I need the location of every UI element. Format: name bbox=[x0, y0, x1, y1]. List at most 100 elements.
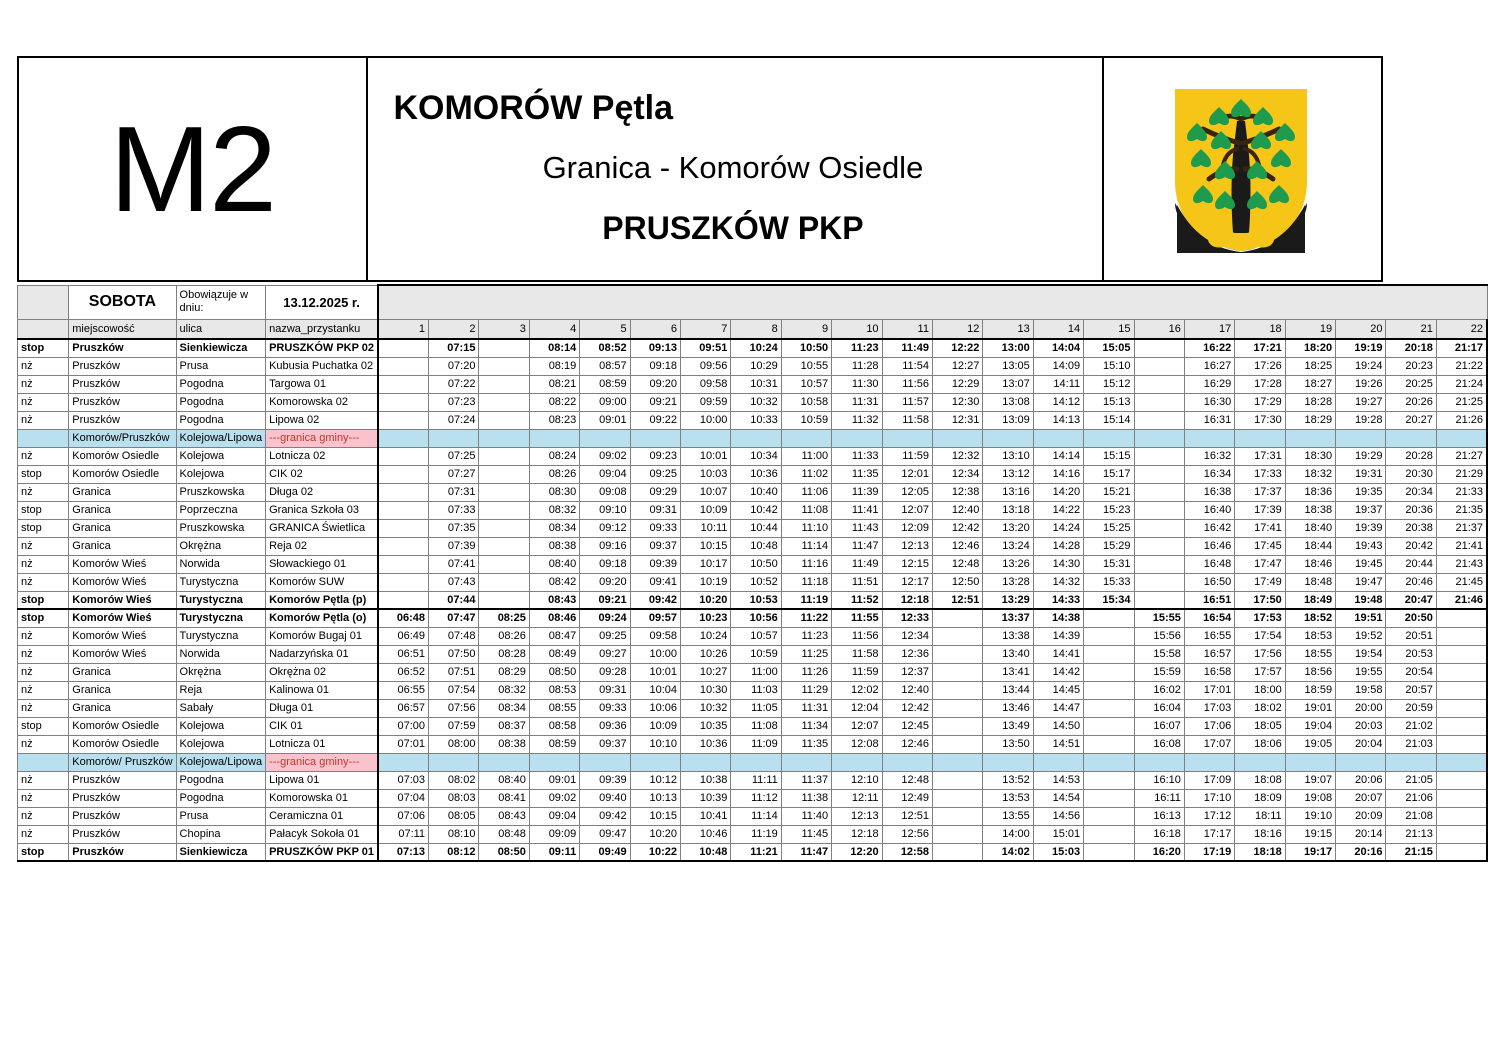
cell-departure-time: 21:15 bbox=[1385, 842, 1437, 862]
cell-departure-time: 18:53 bbox=[1284, 626, 1337, 646]
cell-departure-time bbox=[377, 446, 430, 466]
cell-departure-time: 09:33 bbox=[579, 698, 631, 718]
cell-departure-time: 16:02 bbox=[1133, 680, 1185, 700]
cell-departure-time: 07:23 bbox=[428, 392, 480, 412]
cell-departure-time: 19:10 bbox=[1284, 806, 1337, 826]
cell-departure-time: 10:57 bbox=[730, 626, 782, 646]
cell-departure-time: 08:57 bbox=[579, 356, 631, 376]
cell-stop-type: stop bbox=[16, 518, 70, 538]
cell-departure-time: 14:54 bbox=[1032, 788, 1085, 808]
cell-departure-time: 18:49 bbox=[1284, 590, 1337, 610]
table-row: nż Komorów Osiedle Kolejowa Lotnicza 01 07:0… bbox=[16, 734, 1488, 754]
cell-stop-type: stop bbox=[16, 716, 70, 736]
cell-departure-time: 07:00 bbox=[377, 716, 430, 736]
cell-stop-name: Lotnicza 02 bbox=[265, 446, 379, 466]
cell-departure-time: 15:23 bbox=[1083, 500, 1135, 520]
cell-departure-time: 17:01 bbox=[1183, 680, 1236, 700]
cell-departure-time bbox=[1032, 428, 1085, 448]
cell-departure-time bbox=[377, 428, 430, 448]
cell-departure-time: 12:33 bbox=[881, 608, 933, 628]
cell-city: Komorów/ Pruszków bbox=[68, 752, 177, 772]
cell-departure-time: 11:22 bbox=[780, 608, 833, 628]
cell-departure-time bbox=[1435, 428, 1488, 448]
cell-stop-type: stop bbox=[16, 842, 70, 862]
cell-street: Prusa bbox=[175, 806, 267, 826]
cell-departure-time: 16:34 bbox=[1183, 464, 1236, 484]
cell-departure-time: 12:11 bbox=[831, 788, 883, 808]
cell-departure-time: 18:59 bbox=[1284, 680, 1337, 700]
cell-departure-time: 16:51 bbox=[1183, 590, 1236, 610]
cell-stop-type: nż bbox=[16, 572, 70, 592]
cell-departure-time: 19:48 bbox=[1335, 590, 1387, 610]
cell-departure-time: 12:40 bbox=[881, 680, 933, 700]
cell-departure-time: 16:13 bbox=[1133, 806, 1185, 826]
table-row: stop Komorów Osiedle Kolejowa CIK 01 07:00 07… bbox=[16, 716, 1488, 736]
cell-departure-time: 11:08 bbox=[730, 716, 782, 736]
cell-departure-time: 20:09 bbox=[1335, 806, 1387, 826]
cell-departure-time: 10:32 bbox=[730, 392, 782, 412]
cell-departure-time: 13:29 bbox=[982, 590, 1034, 610]
cell-departure-time: 21:33 bbox=[1435, 482, 1488, 502]
cell-departure-time: 07:44 bbox=[428, 590, 480, 610]
cell-departure-time: 10:01 bbox=[679, 446, 732, 466]
cell-stop-name: GRANICA Świetlica bbox=[265, 518, 379, 538]
cell-departure-time bbox=[478, 752, 530, 772]
cell-departure-time bbox=[1083, 608, 1135, 628]
cell-departure-time: 10:56 bbox=[730, 608, 782, 628]
cell-departure-time: 18:06 bbox=[1234, 734, 1286, 754]
cell-gmina-border: ---granica gminy--- bbox=[265, 752, 379, 772]
cell-departure-time bbox=[1133, 464, 1185, 484]
cell-departure-time: 11:10 bbox=[780, 518, 833, 538]
cell-stop-name: Komorowska 02 bbox=[265, 392, 379, 412]
cell-departure-time: 09:25 bbox=[579, 626, 631, 646]
cell-departure-time bbox=[1133, 356, 1185, 376]
cell-street: Kolejowa bbox=[175, 464, 267, 484]
cell-stop-name: Kalinowa 01 bbox=[265, 680, 379, 700]
cell-departure-time bbox=[1083, 716, 1135, 736]
cell-departure-time bbox=[629, 752, 682, 772]
cell-departure-time: 21:43 bbox=[1435, 554, 1488, 574]
cell-stop-name: CIK 01 bbox=[265, 716, 379, 736]
cell-departure-time: 17:57 bbox=[1234, 662, 1286, 682]
cell-departure-time: 18:48 bbox=[1284, 572, 1337, 592]
cell-street: Kolejowa bbox=[175, 446, 267, 466]
cell-departure-time: 12:51 bbox=[931, 590, 984, 610]
cell-departure-time: 08:43 bbox=[528, 590, 581, 610]
cell-departure-time bbox=[730, 752, 782, 772]
cell-departure-time bbox=[1435, 698, 1488, 718]
cell-departure-time: 12:45 bbox=[881, 716, 933, 736]
cell-departure-time: 10:48 bbox=[679, 842, 732, 862]
cell-departure-time: 14:28 bbox=[1032, 536, 1085, 556]
cell-departure-time: 09:21 bbox=[629, 392, 682, 412]
cell-departure-time: 10:59 bbox=[730, 644, 782, 664]
col-header-course-8: 8 bbox=[730, 318, 782, 340]
cell-departure-time bbox=[931, 734, 984, 754]
cell-departure-time: 15:14 bbox=[1083, 410, 1135, 430]
cell-departure-time: 19:27 bbox=[1335, 392, 1387, 412]
cell-departure-time: 08:48 bbox=[478, 824, 530, 844]
cell-departure-time: 07:43 bbox=[428, 572, 480, 592]
cell-departure-time: 08:30 bbox=[528, 482, 581, 502]
cell-departure-time: 14:51 bbox=[1032, 734, 1085, 754]
cell-departure-time: 12:48 bbox=[931, 554, 984, 574]
cell-departure-time: 10:22 bbox=[629, 842, 682, 862]
cell-departure-time bbox=[931, 680, 984, 700]
cell-departure-time: 07:24 bbox=[428, 410, 480, 430]
cell-departure-time: 06:55 bbox=[377, 680, 430, 700]
cell-departure-time: 07:47 bbox=[428, 608, 480, 628]
cell-departure-time: 09:16 bbox=[579, 536, 631, 556]
cell-stop-name: CIK 02 bbox=[265, 464, 379, 484]
cell-departure-time: 09:18 bbox=[579, 554, 631, 574]
cell-departure-time bbox=[1133, 338, 1185, 358]
legend-corner-cell bbox=[16, 284, 70, 320]
cell-departure-time: 09:11 bbox=[528, 842, 581, 862]
cell-departure-time: 14:09 bbox=[1032, 356, 1085, 376]
cell-departure-time: 06:52 bbox=[377, 662, 430, 682]
col-header-course-17: 17 bbox=[1183, 318, 1236, 340]
cell-departure-time bbox=[377, 392, 430, 412]
cell-departure-time bbox=[881, 752, 933, 772]
cell-departure-time: 10:41 bbox=[679, 806, 732, 826]
cell-departure-time: 13:16 bbox=[982, 482, 1034, 502]
cell-departure-time: 14:38 bbox=[1032, 608, 1085, 628]
cell-departure-time: 15:25 bbox=[1083, 518, 1135, 538]
